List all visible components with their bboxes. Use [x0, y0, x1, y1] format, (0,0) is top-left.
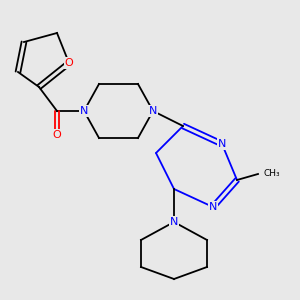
Text: CH₃: CH₃	[264, 169, 280, 178]
Text: N: N	[218, 139, 226, 149]
Text: N: N	[149, 106, 157, 116]
Text: O: O	[64, 58, 74, 68]
Text: N: N	[170, 217, 178, 227]
Text: N: N	[209, 202, 217, 212]
Text: O: O	[52, 130, 62, 140]
Text: N: N	[80, 106, 88, 116]
